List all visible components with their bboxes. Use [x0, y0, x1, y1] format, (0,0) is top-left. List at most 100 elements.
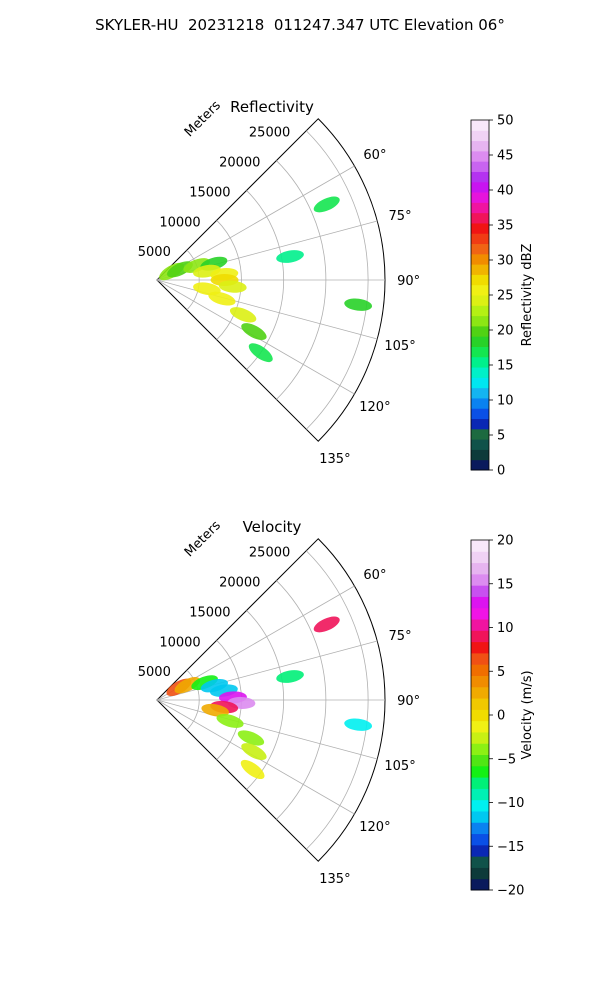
colorbar-swatch: [471, 428, 489, 440]
azimuth-tick-label: 135°: [319, 872, 350, 887]
range-axis-label: Meters: [182, 518, 224, 560]
colorbar-swatch: [471, 540, 489, 552]
colorbar-swatch: [471, 833, 489, 846]
range-tick-label: 20000: [219, 156, 260, 171]
colorbar-swatch: [471, 585, 489, 597]
colorbar-tick-label: 30: [497, 254, 514, 269]
colorbar-swatch: [471, 387, 489, 399]
colorbar-tick-label: 35: [497, 219, 514, 234]
colorbar-swatch: [471, 562, 489, 575]
range-tick-label: 5000: [138, 245, 171, 260]
colorbar-swatch: [471, 171, 489, 183]
colorbar-tick-label: 10: [497, 394, 514, 409]
colorbar-swatch: [471, 810, 489, 823]
echo-mark: [229, 307, 257, 323]
colorbar-swatch: [471, 161, 489, 172]
colorbar-swatch: [471, 630, 489, 643]
velocity-panel: Velocity 5000 10000 15000 20000 25000 Meters 60…: [138, 518, 535, 899]
range-tick-label: 10000: [159, 215, 200, 230]
colorbar-swatch: [471, 377, 489, 389]
colorbar-swatch: [471, 315, 489, 327]
colorbar-swatch: [471, 765, 489, 778]
colorbar-swatch: [471, 698, 489, 710]
colorbar-swatch: [471, 641, 489, 654]
colorbar-swatch: [471, 743, 489, 756]
colorbar-swatch: [471, 799, 489, 812]
azimuth-spoke: [156, 640, 378, 701]
azimuth-tick-label: 60°: [363, 148, 386, 163]
colorbar-swatch: [471, 408, 489, 420]
colorbar-swatch: [471, 192, 489, 203]
colorbar-tick-label: 25: [497, 289, 514, 304]
colorbar-tick-label: 0: [497, 709, 505, 724]
colorbar-swatch: [471, 731, 489, 744]
colorbar-swatch: [471, 120, 489, 131]
echo-mark: [201, 703, 230, 717]
colorbar-swatch: [471, 212, 489, 224]
colorbar-swatch: [471, 325, 489, 337]
echo-mark: [241, 323, 267, 340]
colorbar-swatch: [471, 777, 489, 789]
azimuth-tick-label: 120°: [359, 820, 390, 835]
azimuth-tick-label: 135°: [319, 452, 350, 467]
colorbar-label: Velocity (m/s): [520, 670, 535, 759]
range-tick-label: 10000: [159, 635, 200, 650]
range-tick-label: 15000: [189, 185, 230, 200]
colorbar-tick-label: 20: [497, 324, 514, 339]
echo-mark: [191, 675, 218, 691]
colorbar-label: Reflectivity dBZ: [520, 244, 535, 347]
colorbar-swatch: [471, 140, 489, 152]
colorbar-swatch: [471, 788, 489, 801]
colorbar-tick-label: 5: [497, 429, 505, 444]
colorbar-swatch: [471, 253, 489, 265]
echo-mark: [237, 730, 265, 746]
range-axis-label: Meters: [182, 98, 224, 140]
echo-mark: [241, 743, 267, 760]
echo-mark: [218, 280, 247, 293]
colorbar-tick-label: 15: [497, 359, 514, 374]
colorbar-swatch: [471, 130, 489, 142]
colorbar-swatch: [471, 336, 489, 347]
colorbar-swatch: [471, 822, 489, 835]
colorbar-swatch: [471, 709, 489, 722]
echo-mark: [276, 250, 304, 263]
colorbar-swatch: [471, 264, 489, 275]
azimuth-spoke: [156, 279, 378, 340]
colorbar-swatch: [471, 878, 489, 891]
azimuth-tick-label: 75°: [389, 629, 412, 644]
colorbar-swatch: [471, 596, 489, 609]
colorbar-swatch: [471, 619, 489, 631]
azimuth-tick-label: 60°: [363, 568, 386, 583]
colorbar-swatch: [471, 274, 489, 286]
colorbar-swatch: [471, 222, 489, 234]
colorbar-swatch: [471, 573, 489, 586]
echo-mark: [174, 677, 201, 694]
colorbar-swatch: [471, 664, 489, 676]
colorbar-swatch: [471, 607, 489, 620]
echo-mark: [183, 258, 210, 273]
colorbar-tick-label: 5: [497, 665, 505, 680]
colorbar-swatch: [471, 754, 489, 767]
azimuth-tick-label: 90°: [397, 274, 420, 289]
range-tick-label: 25000: [249, 126, 290, 141]
echo-mark: [208, 291, 236, 306]
colorbar-swatch: [471, 284, 489, 296]
colorbar-swatch: [471, 844, 489, 857]
echo-mark: [216, 714, 244, 728]
colorbar-swatch: [471, 305, 489, 317]
echo-mark: [248, 343, 273, 363]
colorbar-tick-label: 10: [497, 621, 514, 636]
colorbar-swatch: [471, 233, 489, 245]
range-tick-label: 20000: [219, 576, 260, 591]
colorbar-swatch: [471, 449, 489, 461]
colorbar-tick-label: 45: [497, 149, 514, 164]
azimuth-tick-label: 120°: [359, 400, 390, 415]
colorbar-swatch: [471, 150, 489, 162]
colorbar-swatch: [471, 346, 489, 358]
colorbar-tick-label: 15: [497, 577, 514, 592]
azimuth-tick-label: 105°: [384, 339, 415, 354]
echo-mark: [344, 298, 373, 311]
colorbar-swatch: [471, 367, 489, 378]
colorbar-swatch: [471, 243, 489, 255]
azimuth-spoke: [156, 699, 378, 760]
